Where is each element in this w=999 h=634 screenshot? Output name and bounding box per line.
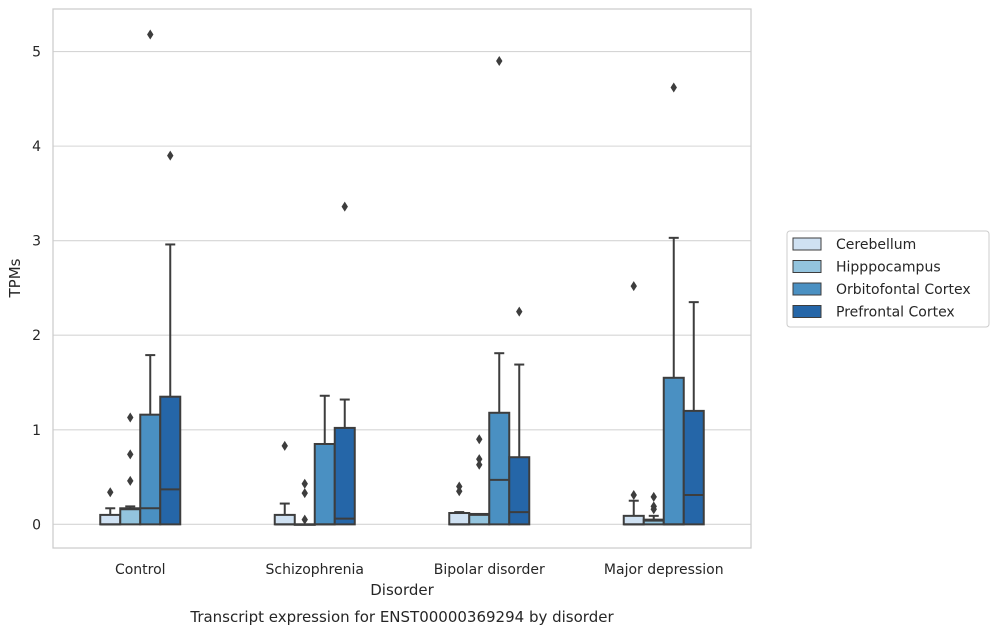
outlier-0 xyxy=(167,150,174,161)
x-axis-ticks: Control Schizophrenia Bipolar disorder Majo… xyxy=(115,562,724,578)
box-1-2 xyxy=(468,434,491,526)
legend-label-2: Orbitofontal Cortex xyxy=(836,282,971,298)
outlier-0 xyxy=(476,459,483,470)
x-tick-label-3: Major depression xyxy=(604,562,724,578)
outlier-0 xyxy=(516,306,523,317)
box-body xyxy=(622,514,645,526)
box-body xyxy=(159,395,182,526)
outlier-0 xyxy=(301,514,308,525)
outlier-1 xyxy=(127,449,134,460)
box-body xyxy=(333,426,356,526)
legend-item-0: Cerebellum xyxy=(792,237,916,253)
series-0 xyxy=(99,281,645,526)
outlier-0 xyxy=(496,56,503,67)
box-body xyxy=(313,442,336,526)
outlier-2 xyxy=(476,434,483,445)
series-3 xyxy=(159,150,705,526)
y-tick-label-4: 4 xyxy=(32,139,41,155)
y-axis-ticks: 0 1 2 3 4 5 xyxy=(32,45,41,534)
box-0-2 xyxy=(448,481,471,526)
plot-area-frame xyxy=(52,8,752,549)
box-2-3 xyxy=(662,82,685,526)
outlier-1 xyxy=(301,488,308,499)
y-tick-label-0: 0 xyxy=(32,517,41,533)
box-body xyxy=(99,513,122,526)
legend-swatch-0 xyxy=(792,237,822,251)
box-body xyxy=(662,376,685,526)
box-3-2 xyxy=(508,306,531,526)
box-2-2 xyxy=(488,56,511,526)
legend-swatch-2 xyxy=(792,282,822,296)
box-plot-series xyxy=(99,29,705,526)
outlier-2 xyxy=(301,478,308,489)
y-axis-label: TPMs xyxy=(6,258,24,298)
box-2-0 xyxy=(139,29,162,526)
series-2 xyxy=(139,29,685,526)
outlier-0 xyxy=(127,475,134,486)
outlier-0 xyxy=(630,490,637,501)
box-0-3 xyxy=(622,281,645,526)
legend-label-0: Cerebellum xyxy=(836,237,916,253)
x-tick-label-0: Control xyxy=(115,562,166,578)
box-body xyxy=(488,411,511,526)
y-tick-label-1: 1 xyxy=(32,423,41,439)
y-tick-label-5: 5 xyxy=(32,45,41,61)
box-0-0 xyxy=(99,487,122,526)
outlier-0 xyxy=(147,29,154,40)
x-axis-label: Disorder xyxy=(370,581,434,599)
series-1 xyxy=(119,412,665,526)
legend-swatch-1 xyxy=(792,260,822,273)
legend-swatch-3 xyxy=(792,305,822,318)
legend-frame xyxy=(786,230,990,328)
box-1-0 xyxy=(119,412,142,526)
box-3-3 xyxy=(682,301,705,526)
box-body xyxy=(682,409,705,526)
outlier-2 xyxy=(127,412,134,423)
outlier-1 xyxy=(630,281,637,292)
box-2-1 xyxy=(313,394,336,526)
y-tick-label-2: 2 xyxy=(32,328,41,344)
outlier-0 xyxy=(107,487,114,498)
box-1-1 xyxy=(293,478,316,526)
box-3-1 xyxy=(333,201,356,526)
legend-item-1: Hipppocampus xyxy=(792,260,941,276)
box-body xyxy=(448,512,471,526)
legend-item-3: Prefrontal Cortex xyxy=(792,305,955,321)
x-tick-label-2: Bipolar disorder xyxy=(434,562,545,578)
outlier-0 xyxy=(670,82,677,93)
box-body xyxy=(273,513,296,526)
box-3-0 xyxy=(159,150,182,526)
outlier-1 xyxy=(476,454,483,465)
outlier-1 xyxy=(650,501,657,512)
outlier-0 xyxy=(281,440,288,451)
y-tick-label-3: 3 xyxy=(32,234,41,250)
box-0-1 xyxy=(273,440,296,526)
outlier-0 xyxy=(341,201,348,212)
legend-item-2: Orbitofontal Cortex xyxy=(792,282,971,298)
legend-label-1: Hipppocampus xyxy=(836,260,941,276)
box-body xyxy=(508,456,531,526)
box-1-3 xyxy=(642,491,665,526)
legend: Cerebellum Hipppocampus Orbitofontal Corte… xyxy=(786,230,990,328)
x-tick-label-1: Schizophrenia xyxy=(266,562,364,578)
box-body xyxy=(119,507,142,526)
outlier-2 xyxy=(650,491,657,502)
chart-title: Transcript expression for ENST0000036929… xyxy=(189,608,614,626)
legend-label-3: Prefrontal Cortex xyxy=(836,305,955,321)
outlier-1 xyxy=(456,481,463,492)
